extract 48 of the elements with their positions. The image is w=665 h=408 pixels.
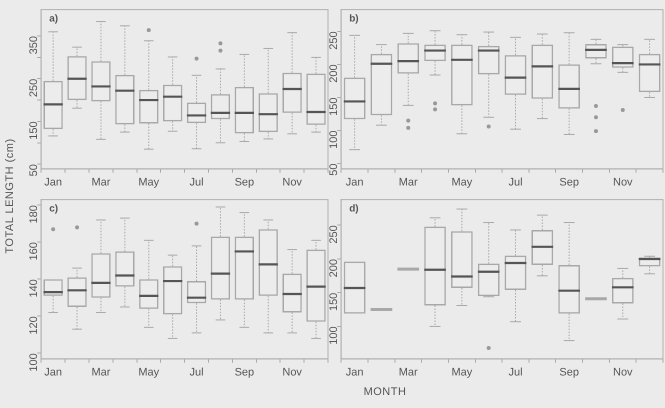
x-tick-label: May bbox=[451, 366, 473, 378]
y-tick-label: 250 bbox=[328, 31, 340, 50]
x-tick-label: Jul bbox=[190, 176, 204, 188]
x-tick-label: May bbox=[451, 176, 473, 188]
x-axis-title: MONTH bbox=[362, 386, 408, 398]
x-tick-label: Mar bbox=[398, 366, 418, 378]
y-tick-label: 250 bbox=[28, 78, 40, 98]
annotation: c) bbox=[49, 203, 58, 214]
y-tick-label: 50 bbox=[28, 164, 40, 176]
x-tick-label: Jul bbox=[190, 366, 204, 378]
y-tick-label: 50 bbox=[328, 164, 340, 176]
x-tick-label: Jan bbox=[346, 366, 364, 378]
y-tick-label: 120 bbox=[28, 316, 40, 335]
x-tick-label: Jan bbox=[44, 176, 62, 188]
x-tick-label: Mar bbox=[91, 176, 111, 188]
y-tick-label: 150 bbox=[328, 97, 340, 116]
y-tick-label: 250 bbox=[328, 225, 340, 244]
y-tick-label: 180 bbox=[28, 205, 40, 224]
x-tick-label: Jul bbox=[508, 366, 523, 378]
y-tick-label: 200 bbox=[328, 258, 340, 278]
x-tick-label: Sep bbox=[234, 176, 254, 188]
x-tick-label: May bbox=[138, 176, 160, 188]
annotation: d) bbox=[349, 203, 359, 214]
annotation: b) bbox=[349, 13, 359, 24]
y-tick-label: 350 bbox=[28, 36, 40, 54]
y-tick-label: 100 bbox=[328, 130, 340, 149]
y-tick-label: 100 bbox=[28, 353, 40, 372]
x-tick-label: Nov bbox=[612, 366, 634, 378]
annotation: a) bbox=[49, 13, 58, 24]
y-tick-label: 160 bbox=[28, 242, 40, 261]
x-tick-label: Nov bbox=[612, 176, 634, 188]
x-tick-label: Mar bbox=[91, 366, 111, 378]
x-tick-label: Jan bbox=[346, 176, 364, 188]
y-tick-label: 100 bbox=[328, 326, 340, 345]
x-tick-label: Sep bbox=[559, 176, 579, 188]
y-tick-label: 140 bbox=[28, 279, 40, 298]
y-tick-label: 150 bbox=[328, 292, 340, 312]
y-tick-label: 200 bbox=[328, 64, 340, 83]
x-tick-label: Sep bbox=[559, 366, 579, 378]
x-tick-label: Nov bbox=[282, 366, 302, 378]
x-tick-label: May bbox=[138, 366, 160, 378]
y-axis-title: TOTAL LENGTH (cm) bbox=[4, 137, 16, 256]
x-tick-label: Sep bbox=[234, 366, 254, 378]
x-tick-label: Nov bbox=[282, 176, 302, 188]
x-tick-label: Jul bbox=[508, 176, 523, 188]
x-tick-label: Mar bbox=[398, 176, 418, 188]
y-tick-label: 150 bbox=[28, 121, 40, 140]
x-tick-label: Jan bbox=[44, 366, 62, 378]
